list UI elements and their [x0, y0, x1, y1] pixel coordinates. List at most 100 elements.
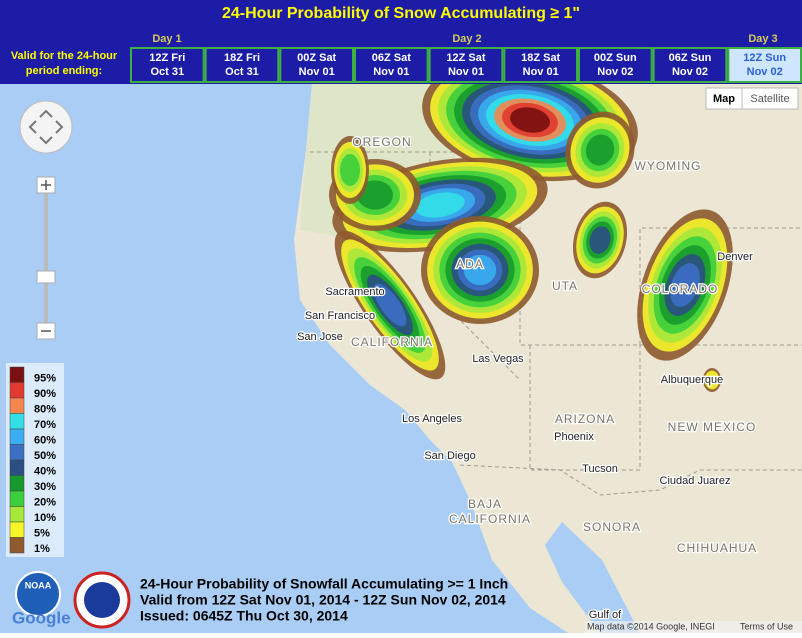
legend-swatch — [9, 382, 25, 399]
legend-label: 50% — [34, 450, 56, 462]
map-label: SONORA — [583, 520, 641, 534]
map-label: NEW MEXICO — [668, 420, 757, 434]
period-time[interactable]: 12Z Fri — [149, 52, 185, 64]
day-label: Day 1 — [152, 33, 181, 45]
google-logo: Google — [12, 608, 71, 627]
map-label: Las Vegas — [472, 353, 524, 365]
terms-link[interactable]: Terms of Use — [740, 621, 793, 631]
map-label: San Jose — [297, 331, 343, 343]
map-label: CALIFORNIA — [351, 335, 433, 349]
map-label: BAJA — [468, 497, 502, 511]
map-label: Ciudad Juarez — [660, 475, 731, 487]
period-date[interactable]: Nov 02 — [747, 66, 783, 78]
snow-contour — [704, 370, 720, 390]
period-tab[interactable] — [428, 47, 504, 83]
valid-label: period ending: — [26, 65, 102, 77]
period-date[interactable]: Nov 01 — [448, 66, 484, 78]
period-tab[interactable] — [652, 47, 728, 83]
legend-label: 70% — [34, 419, 56, 431]
period-date[interactable]: Nov 01 — [299, 66, 335, 78]
legend-swatch — [9, 506, 25, 523]
period-time[interactable]: 12Z Sun — [743, 52, 786, 64]
map-label: COLORADO — [642, 282, 719, 296]
footer-line: 24-Hour Probability of Snowfall Accumula… — [140, 576, 508, 592]
period-tab[interactable] — [130, 47, 205, 83]
snow-probability-areas — [329, 58, 733, 392]
map-label: UTA — [552, 279, 578, 293]
period-tab[interactable] — [204, 47, 280, 83]
period-time[interactable]: 06Z Sat — [372, 52, 411, 64]
legend-swatch — [9, 475, 25, 492]
zoom-control[interactable] — [36, 176, 56, 340]
legend: 95% 90% 80% 70% 60% 50% 40% 30% 20% 10% 5% 1% — [6, 363, 64, 557]
attribution: Map data ©2014 Google, INEGI — [587, 621, 715, 631]
map-label: Sacramento — [325, 286, 384, 298]
map-label: CALIFORNIA — [449, 512, 531, 526]
map-label: WYOMING — [635, 159, 702, 173]
legend-label: 40% — [34, 466, 56, 478]
period-date[interactable]: Nov 01 — [523, 66, 559, 78]
period-date[interactable]: Oct 31 — [151, 66, 185, 78]
map-label: ADA — [456, 257, 484, 271]
period-tab[interactable] — [503, 47, 579, 83]
legend-swatch — [9, 521, 25, 538]
snow-contour — [589, 226, 611, 254]
legend-label: 90% — [34, 388, 56, 400]
period-date[interactable]: Oct 31 — [225, 66, 259, 78]
period-time[interactable]: 12Z Sat — [446, 52, 485, 64]
noaa-text: NOAA — [25, 580, 52, 590]
snow-contour — [373, 283, 407, 327]
period-tabs: 12Z Fri Oct 31 18Z Fri Oct 31 00Z Sat Nov 01 0… — [130, 47, 802, 83]
legend-label: 95% — [34, 373, 56, 385]
legend-label: 10% — [34, 512, 56, 524]
map-label: CHIHUAHUA — [677, 541, 757, 555]
map-button-label[interactable]: Map — [713, 93, 735, 105]
map-label: Albuquerque — [661, 374, 723, 386]
period-time[interactable]: 18Z Fri — [224, 52, 260, 64]
map-label: OREGON — [352, 135, 411, 149]
title: 24-Hour Probability of Snow Accumulating… — [222, 5, 580, 22]
period-tab[interactable] — [727, 47, 802, 83]
map-label: Gulf of — [589, 609, 622, 621]
map-label: San Diego — [424, 450, 475, 462]
legend-label: 20% — [34, 497, 56, 509]
pan-control[interactable] — [19, 100, 73, 154]
period-time[interactable]: 00Z Sat — [297, 52, 336, 64]
period-tab[interactable] — [578, 47, 653, 83]
period-time[interactable]: 06Z Sun — [669, 52, 712, 64]
snow-contour — [463, 254, 497, 286]
legend-label: 5% — [34, 528, 50, 540]
period-date[interactable]: Nov 02 — [672, 66, 708, 78]
day-label: Day 3 — [748, 33, 777, 45]
map-label: ARIZONA — [555, 412, 615, 426]
snow-contour — [585, 134, 615, 166]
legend-swatch — [9, 366, 25, 383]
satellite-button-label[interactable]: Satellite — [750, 93, 789, 105]
legend-swatch — [9, 537, 25, 554]
day-label: Day 2 — [452, 33, 481, 45]
legend-swatch — [9, 459, 25, 476]
map-label: Tucson — [582, 463, 618, 475]
map-label: Phoenix — [554, 431, 594, 443]
legend-swatch — [9, 428, 25, 445]
period-tab[interactable] — [354, 47, 429, 83]
period-time[interactable]: 18Z Sat — [521, 52, 560, 64]
map-label: Denver — [717, 251, 753, 263]
legend-swatch — [9, 490, 25, 507]
period-date[interactable]: Nov 02 — [597, 66, 633, 78]
valid-label: Valid for the 24-hour — [11, 50, 118, 62]
snow-contour — [670, 263, 700, 307]
period-tab[interactable] — [279, 47, 355, 83]
legend-swatch — [9, 413, 25, 430]
footer-line: Issued: 0645Z Thu Oct 30, 2014 — [140, 608, 348, 624]
map-label: San Francisco — [305, 310, 375, 322]
attribution-bg — [585, 621, 802, 633]
satellite-button[interactable] — [741, 87, 799, 110]
period-date[interactable]: Nov 01 — [373, 66, 409, 78]
legend-label: 80% — [34, 404, 56, 416]
map-label: Los Angeles — [402, 413, 462, 425]
noaa-logo — [15, 571, 61, 617]
period-time[interactable]: 00Z Sun — [594, 52, 637, 64]
legend-label: 30% — [34, 481, 56, 493]
